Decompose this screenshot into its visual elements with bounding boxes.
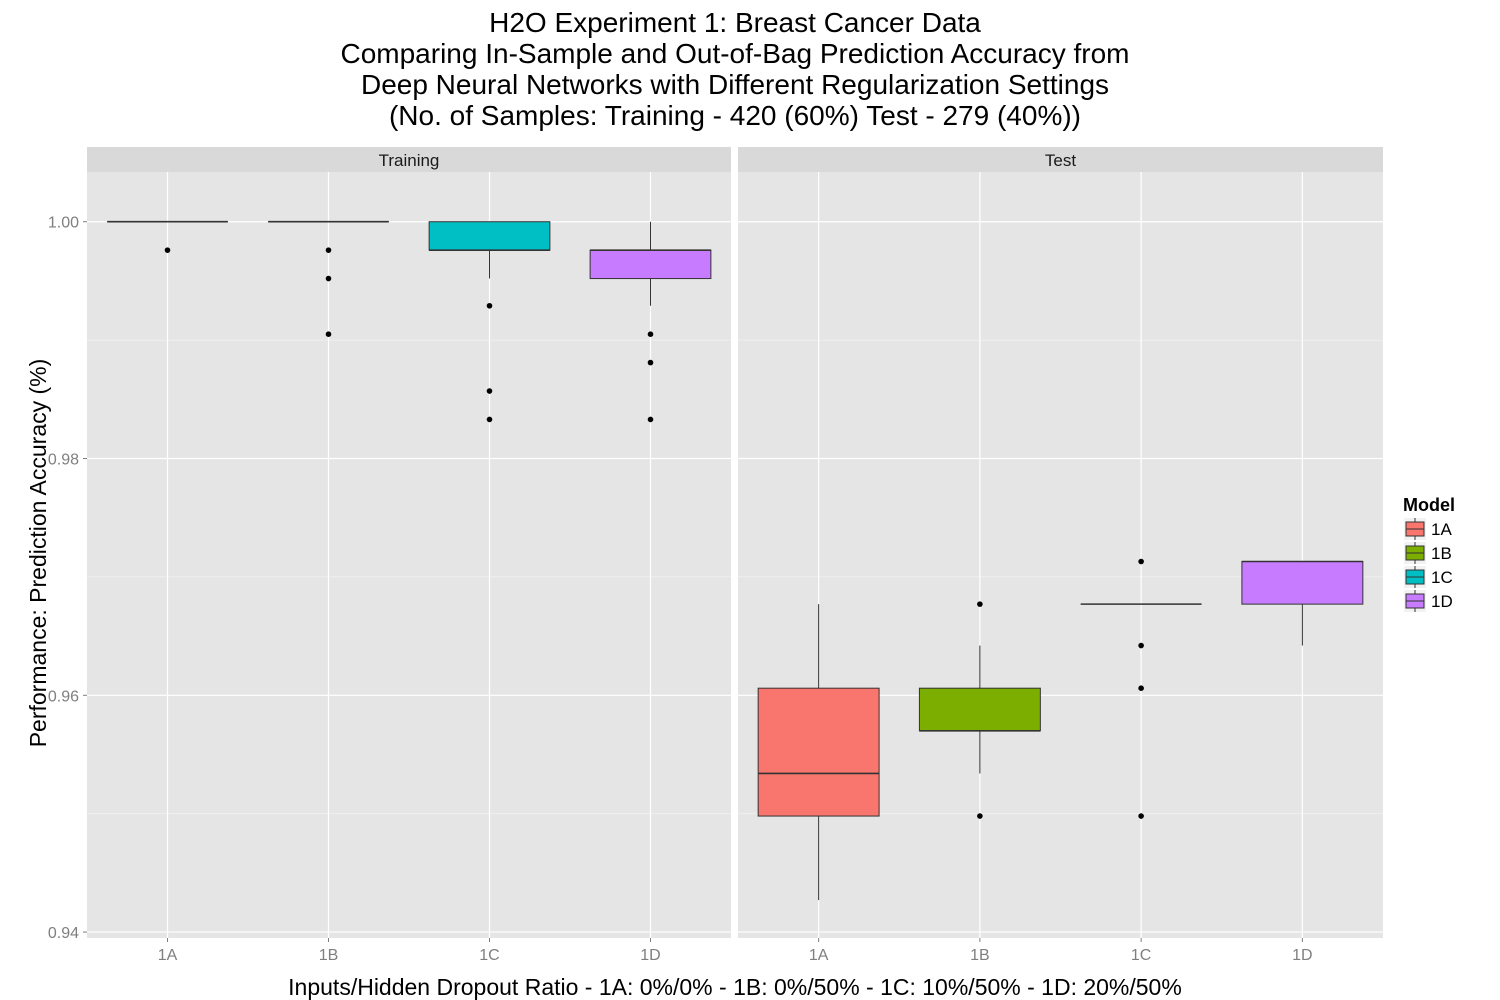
outlier-point — [1138, 813, 1144, 819]
outlier-point — [164, 247, 171, 253]
facet-strip — [738, 147, 1383, 172]
x-axis-title: Inputs/Hidden Dropout Ratio - 1A: 0%/0% … — [288, 974, 1182, 1000]
y-tick-label: 0.98 — [48, 452, 79, 469]
title-line-2: Comparing In-Sample and Out-of-Bag Predi… — [340, 38, 1129, 69]
y-tick-label: 1.00 — [48, 215, 79, 232]
panel-background — [87, 172, 731, 938]
box-test-1b — [918, 601, 1041, 819]
legend-title: Model — [1403, 495, 1455, 515]
y-tick-label: 0.94 — [48, 925, 79, 942]
x-tick-label: 1B — [970, 947, 990, 964]
outlier-point — [486, 388, 493, 394]
legend-item-1a: 1A — [1404, 518, 1452, 540]
x-tick-label: 1C — [479, 947, 499, 964]
outlier-point — [977, 601, 983, 607]
box-test-1d — [1241, 560, 1364, 646]
panel-test: Test 1A 1B 1C 1D — [738, 147, 1383, 964]
box-body — [757, 687, 880, 817]
legend-label: 1A — [1431, 520, 1452, 539]
facet-panels: Training 1A 1B 1C 1D Test 1A 1B 1C 1D — [87, 147, 1383, 964]
facet-strip-label: Training — [379, 151, 440, 170]
outlier-point — [1138, 642, 1144, 649]
outlier-point — [325, 331, 332, 337]
outlier-point — [1138, 685, 1144, 691]
box-body — [589, 249, 712, 280]
chart-title: H2O Experiment 1: Breast Cancer Data Com… — [340, 7, 1129, 131]
box-training-1b — [268, 220, 389, 337]
x-tick-label: 1B — [319, 947, 339, 964]
outlier-point — [647, 416, 654, 423]
outlier-point — [325, 247, 332, 253]
y-tick-label: 0.96 — [48, 688, 79, 705]
facet-strip — [87, 147, 731, 172]
y-axis-title: Performance: Prediction Accuracy (%) — [25, 359, 51, 748]
box-body — [428, 221, 551, 251]
panel-background — [738, 172, 1383, 938]
panel-training: Training 1A 1B 1C 1D — [87, 147, 731, 964]
box-body — [918, 687, 1041, 732]
box-training-1d — [589, 221, 712, 423]
title-line-4: (No. of Samples: Training - 420 (60%) Te… — [389, 100, 1081, 131]
outlier-point — [486, 302, 493, 309]
y-axis: 0.94 0.96 0.98 1.00 — [48, 215, 87, 942]
outlier-point — [647, 331, 654, 337]
title-line-3: Deep Neural Networks with Different Regu… — [361, 69, 1109, 100]
legend-item-1b: 1B — [1404, 542, 1452, 564]
x-tick-label: 1A — [158, 947, 178, 964]
legend-label: 1C — [1431, 568, 1453, 587]
x-tick-label: 1D — [1292, 947, 1312, 964]
legend-item-1c: 1C — [1404, 566, 1453, 588]
legend-label: 1B — [1431, 544, 1452, 563]
box-body — [1241, 561, 1364, 605]
facet-strip-label: Test — [1045, 151, 1076, 170]
legend-item-1d: 1D — [1404, 590, 1453, 612]
legend: Model 1A 1B 1C 1D — [1403, 495, 1455, 612]
outlier-point — [1138, 558, 1144, 565]
box-training-1a — [107, 220, 228, 253]
outlier-point — [486, 416, 493, 423]
outlier-point — [977, 813, 983, 819]
legend-label: 1D — [1431, 592, 1453, 611]
box-training-1c — [428, 221, 551, 423]
title-line-1: H2O Experiment 1: Breast Cancer Data — [489, 7, 981, 38]
x-tick-label: 1C — [1131, 947, 1151, 964]
x-tick-label: 1D — [640, 947, 660, 964]
outlier-point — [647, 359, 654, 366]
box-test-1c — [1080, 558, 1202, 819]
outlier-point — [325, 275, 332, 282]
box-test-1a — [757, 604, 880, 901]
x-tick-label: 1A — [809, 947, 829, 964]
